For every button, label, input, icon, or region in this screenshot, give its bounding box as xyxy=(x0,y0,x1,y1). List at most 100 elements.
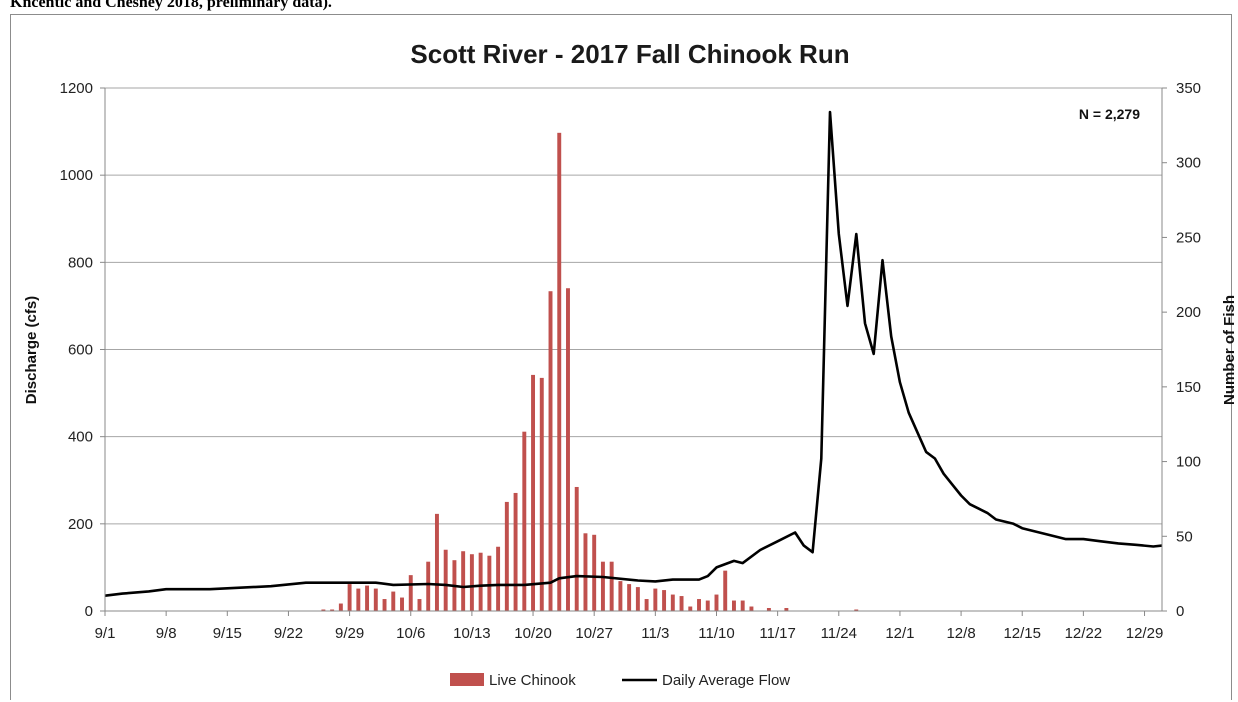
chart-frame xyxy=(10,14,1232,700)
x-axis-tick-label: 11/3 xyxy=(641,625,669,642)
chinook-bar xyxy=(679,596,684,611)
chinook-bar xyxy=(400,597,404,611)
x-axis-tick-label: 11/17 xyxy=(759,625,795,642)
chinook-bar xyxy=(487,555,492,611)
chinook-bar xyxy=(443,549,448,611)
x-axis-tick-label: 12/8 xyxy=(946,625,975,642)
chinook-bar xyxy=(504,501,509,611)
left-axis-title: Discharge (cfs) xyxy=(23,296,40,404)
chinook-bar xyxy=(688,606,693,611)
chart-title: Scott River - 2017 Fall Chinook Run xyxy=(410,39,849,69)
x-axis-tick-label: 10/13 xyxy=(453,625,491,642)
chinook-bar xyxy=(854,609,859,611)
chinook-bar xyxy=(531,374,536,611)
sample-size-annotation: N = 2,279 xyxy=(1079,106,1140,122)
chinook-bar xyxy=(723,570,728,611)
right-axis-tick-label: 250 xyxy=(1176,229,1201,246)
chinook-bar xyxy=(731,600,736,611)
chinook-bar xyxy=(749,606,754,611)
chinook-bar xyxy=(426,561,431,611)
right-axis-tick-label: 50 xyxy=(1176,528,1193,545)
x-axis-tick-label: 10/20 xyxy=(514,625,552,642)
right-axis-tick-label: 150 xyxy=(1176,379,1201,396)
chinook-bar xyxy=(670,594,675,611)
legend-label-live-chinook: Live Chinook xyxy=(489,672,576,689)
left-axis-tick-label: 1200 xyxy=(60,80,93,97)
chinook-bar xyxy=(408,575,413,611)
chinook-bar xyxy=(740,600,745,611)
left-axis-tick-label: 600 xyxy=(68,342,93,359)
left-axis-tick-label: 0 xyxy=(85,603,93,620)
chinook-bar xyxy=(662,590,667,611)
chinook-bar xyxy=(592,534,597,611)
legend: Live Chinook Daily Average Flow xyxy=(450,672,790,689)
chinook-bar xyxy=(373,588,378,611)
chinook-bar xyxy=(609,561,614,611)
chinook-bar xyxy=(356,588,361,611)
chinook-bar xyxy=(697,599,701,611)
left-axis-tick-label: 200 xyxy=(68,516,93,533)
chinook-bar xyxy=(417,599,422,611)
x-axis-tick-label: 9/8 xyxy=(156,625,177,642)
x-axis-tick-label: 12/1 xyxy=(885,625,914,642)
chinook-bar xyxy=(618,581,623,611)
chinook-bar xyxy=(338,603,343,611)
chinook-bar xyxy=(705,600,710,611)
x-axis-tick-label: 12/22 xyxy=(1065,625,1103,642)
gridlines xyxy=(105,87,1162,525)
x-axis-tick-label: 11/10 xyxy=(698,625,734,642)
chinook-bar xyxy=(566,288,570,611)
chinook-bar xyxy=(627,584,632,611)
right-axis-tick-label: 0 xyxy=(1176,603,1184,620)
legend-label-daily-average-flow: Daily Average Flow xyxy=(662,672,790,689)
chinook-bar xyxy=(513,492,518,611)
right-axis-tick-label: 100 xyxy=(1176,454,1201,471)
x-axis-tick-label: 9/29 xyxy=(335,625,364,642)
live-chinook-bars xyxy=(321,132,859,612)
x-axis-tick-label: 11/24 xyxy=(821,625,857,642)
left-axis-tick-label: 400 xyxy=(68,429,93,446)
right-axis-tick-label: 350 xyxy=(1176,80,1201,97)
right-axis-title: Number of Fish xyxy=(1221,295,1238,405)
chinook-bar xyxy=(434,513,439,611)
x-axis-tick-label: 9/15 xyxy=(213,625,242,642)
chinook-bar xyxy=(653,588,658,611)
chinook-bar xyxy=(469,554,474,611)
axes: 0 200 400 600 800 1000 1200 0 50 100 150 200 250 300 3… xyxy=(60,80,1201,642)
chinook-bar xyxy=(548,291,553,611)
chinook-bar xyxy=(522,431,527,611)
chinook-bar xyxy=(461,551,466,611)
x-axis-tick-label: 12/29 xyxy=(1126,625,1164,642)
chinook-bar xyxy=(365,585,370,611)
x-axis-tick-label: 9/22 xyxy=(274,625,303,642)
chinook-bar xyxy=(766,608,771,611)
chinook-bar xyxy=(583,533,588,611)
left-axis-tick-label: 800 xyxy=(68,254,93,271)
right-axis-tick-label: 200 xyxy=(1176,304,1201,321)
chinook-bar xyxy=(496,546,501,611)
chinook-bar xyxy=(574,486,579,611)
chinook-bar xyxy=(600,561,605,611)
x-axis-tick-label: 10/6 xyxy=(396,625,425,642)
chinook-bar xyxy=(635,587,640,611)
chinook-bar xyxy=(557,132,562,612)
chinook-bar xyxy=(478,552,483,611)
right-axis-tick-label: 300 xyxy=(1176,155,1201,172)
chinook-bar xyxy=(714,594,719,611)
chinook-bar xyxy=(391,591,396,611)
x-axis-tick-label: 12/15 xyxy=(1003,625,1041,642)
x-axis-tick-label: 10/27 xyxy=(575,625,613,642)
chinook-bar xyxy=(644,599,649,611)
legend-swatch-live-chinook xyxy=(450,673,484,686)
daily-average-flow-line xyxy=(104,110,1163,597)
chinook-bar xyxy=(539,377,544,611)
chinook-bar xyxy=(382,599,387,611)
chinook-bar xyxy=(330,609,335,611)
chinook-bar xyxy=(321,609,326,611)
chinook-bar xyxy=(347,584,352,611)
chinook-bar xyxy=(784,608,789,611)
x-axis-tick-label: 9/1 xyxy=(95,625,116,642)
figure-caption: Kncentic and Chesney 2018, preliminary d… xyxy=(10,0,332,11)
left-axis-tick-label: 1000 xyxy=(60,167,93,184)
